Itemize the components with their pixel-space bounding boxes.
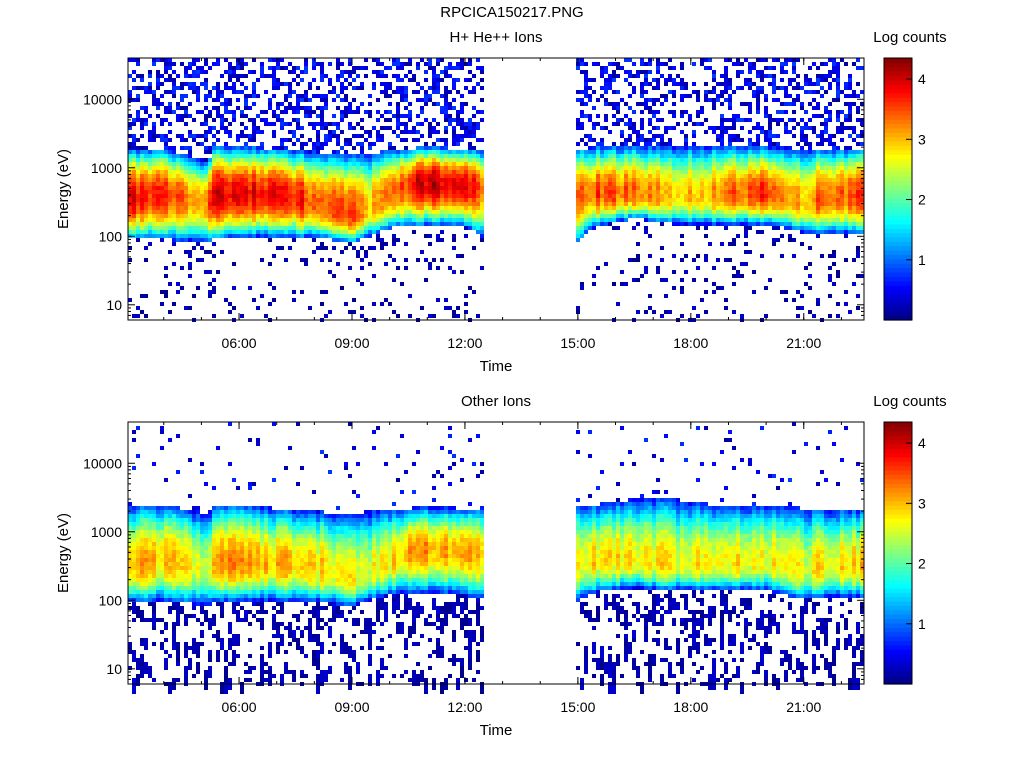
colorbar-tick-label: 2 [918,556,926,572]
x-tick-label: 21:00 [786,335,821,351]
x-axis-label: Time [480,722,513,739]
colorbar-tick-label: 3 [918,131,926,147]
panel-title: H+ He++ Ions [450,29,543,46]
spectrogram-cells [128,58,864,322]
x-tick-label: 21:00 [786,699,821,715]
page-title: RPCICA150217.PNG [440,4,584,21]
x-tick-label: 15:00 [560,699,595,715]
x-tick-label: 09:00 [334,335,369,351]
panel-title: Other Ions [461,393,531,410]
y-tick-label: 1000 [91,524,122,540]
colorbar-label: Log counts [873,29,946,46]
colorbar: 1 2 3 4 Log counts [873,29,947,321]
x-tick-label: 09:00 [334,699,369,715]
colorbar: 1 2 3 4 Log counts [873,393,947,685]
x-tick-label: 06:00 [222,699,257,715]
colorbar-tick-label: 1 [918,252,926,268]
x-tick-label: 18:00 [673,335,708,351]
colorbar-frame [883,57,913,321]
plot-frame [127,57,865,321]
y-tick-label: 10 [106,297,122,313]
y-tick-label: 100 [99,228,123,244]
x-tick-label: 12:00 [447,335,482,351]
colorbar-tick-label: 2 [918,192,926,208]
x-axis-label: Time [480,358,513,375]
x-tick-label: 12:00 [447,699,482,715]
panel-other-ions: 06:00 09:00 12:00 15:00 18:00 21:00 10 100 1000 1… [55,393,947,739]
y-tick-label: 10 [106,661,122,677]
colorbar-tick-label: 4 [918,435,926,451]
colorbar-frame [883,421,913,685]
plot-frame [127,421,865,685]
y-tick-label: 10000 [83,91,122,107]
y-axis-label: Energy (eV) [55,149,72,229]
spectrogram-cells [128,422,864,694]
y-tick-label: 10000 [83,455,122,471]
colorbar-tick-label: 4 [918,71,926,87]
colorbar-tick-label: 1 [918,616,926,632]
colorbar-label: Log counts [873,393,946,410]
y-axis-label: Energy (eV) [55,513,72,593]
y-tick-label: 100 [99,592,123,608]
colorbar-tick-label: 3 [918,495,926,511]
x-tick-label: 18:00 [673,699,708,715]
x-tick-label: 06:00 [222,335,257,351]
panel-h-he-ions: 06:00 09:00 12:00 15:00 18:00 21:00 10 100 1000 1… [55,29,947,375]
y-tick-label: 1000 [91,160,122,176]
x-tick-label: 15:00 [560,335,595,351]
